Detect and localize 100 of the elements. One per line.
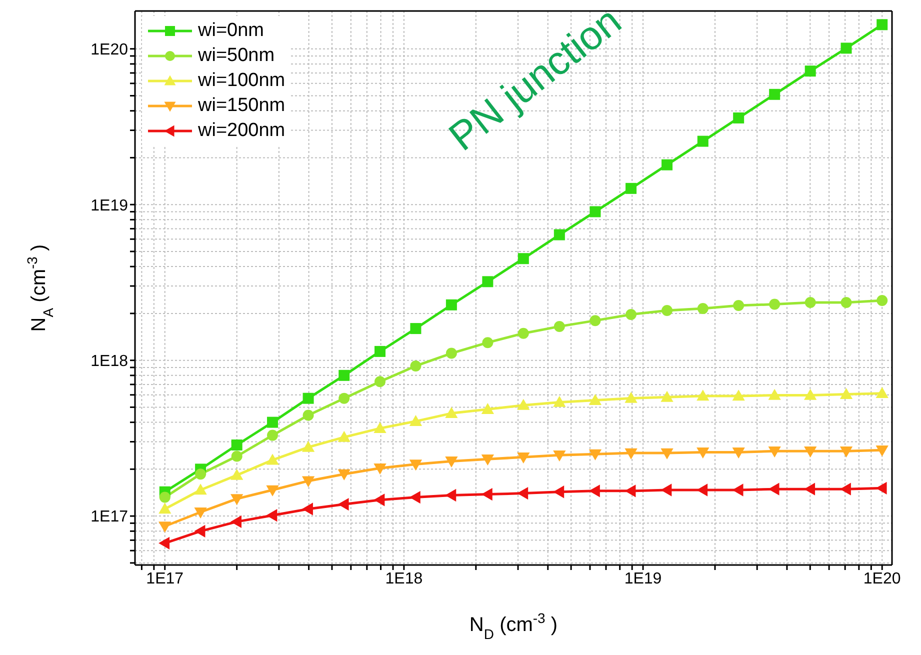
- point: [230, 468, 244, 480]
- point: [194, 484, 207, 495]
- point: [804, 297, 816, 308]
- point: [302, 392, 314, 404]
- point: [481, 488, 492, 501]
- point: [840, 446, 853, 458]
- point: [876, 19, 888, 30]
- point: [481, 402, 494, 414]
- point: [554, 229, 565, 240]
- point: [374, 494, 385, 506]
- point: [159, 492, 170, 503]
- point: [374, 376, 386, 388]
- point: [446, 348, 457, 359]
- legend-label: wi=100nm: [198, 70, 286, 92]
- point: [876, 386, 888, 398]
- point: [517, 486, 528, 500]
- point: [553, 396, 566, 407]
- point: [266, 509, 278, 522]
- point: [732, 390, 745, 401]
- y-tick-label: 1E20: [90, 42, 128, 59]
- legend-label: wi=200nm: [198, 120, 286, 142]
- point: [588, 449, 602, 460]
- point: [696, 390, 710, 401]
- point: [267, 416, 278, 428]
- point: [338, 469, 350, 480]
- point: [158, 502, 172, 514]
- legend-label: wi=50nm: [198, 44, 275, 66]
- point: [194, 524, 206, 538]
- point: [158, 522, 172, 533]
- point: [194, 507, 207, 518]
- point: [840, 297, 852, 308]
- y-tick-label: 1E19: [90, 197, 128, 214]
- point: [660, 390, 674, 402]
- point: [302, 476, 315, 488]
- y-tick-label: 1E18: [90, 353, 128, 370]
- point: [733, 300, 744, 311]
- point: [482, 337, 494, 348]
- y-tick-label: 1E17: [90, 508, 128, 526]
- legend-label: wi=150nm: [198, 94, 286, 116]
- point: [409, 460, 422, 471]
- point: [697, 136, 708, 147]
- point: [302, 502, 313, 516]
- point: [769, 298, 780, 310]
- point: [553, 450, 566, 462]
- point: [590, 206, 601, 218]
- x-tick-label: 1E18: [385, 570, 423, 588]
- point: [733, 112, 744, 124]
- point: [696, 484, 708, 496]
- point: [518, 328, 529, 339]
- point: [518, 253, 529, 264]
- point: [338, 498, 349, 511]
- point: [482, 276, 494, 288]
- point: [804, 446, 817, 458]
- point: [876, 482, 887, 495]
- x-axis-title: N$_{D}$ (cm$^{-3}$): [469, 610, 558, 642]
- point: [840, 42, 852, 54]
- point: [445, 488, 456, 502]
- point: [590, 315, 601, 326]
- point: [840, 388, 853, 399]
- point: [302, 410, 314, 421]
- point: [374, 463, 386, 474]
- point: [409, 490, 420, 504]
- x-tick-label: 1E20: [863, 570, 901, 588]
- point: [409, 414, 422, 426]
- point: [338, 370, 350, 381]
- point: [626, 308, 637, 320]
- point: [696, 448, 710, 459]
- point: [662, 159, 673, 170]
- point: [374, 346, 386, 357]
- point: [876, 445, 888, 456]
- point: [732, 448, 745, 459]
- point: [662, 304, 673, 316]
- point: [804, 66, 816, 77]
- point: [554, 320, 565, 332]
- point: [804, 388, 817, 400]
- point: [660, 448, 674, 460]
- point: [768, 446, 781, 458]
- point: [231, 439, 242, 450]
- point: [588, 394, 602, 405]
- point: [158, 536, 170, 550]
- point: [410, 323, 422, 334]
- point: [338, 392, 350, 404]
- point: [624, 392, 638, 403]
- point: [195, 468, 206, 480]
- point: [804, 482, 816, 496]
- legend-label: wi=0nm: [198, 20, 264, 42]
- point: [266, 485, 279, 496]
- point: [768, 388, 781, 400]
- point: [410, 360, 422, 372]
- x-tick-label: 1E17: [146, 570, 184, 588]
- point: [446, 299, 457, 310]
- point: [374, 422, 386, 433]
- point: [626, 182, 637, 194]
- point: [230, 515, 242, 528]
- point: [445, 456, 458, 468]
- point: [338, 430, 350, 442]
- x-tick-label: 1E19: [624, 570, 662, 588]
- point: [481, 454, 494, 466]
- point: [445, 406, 458, 418]
- point: [697, 303, 708, 314]
